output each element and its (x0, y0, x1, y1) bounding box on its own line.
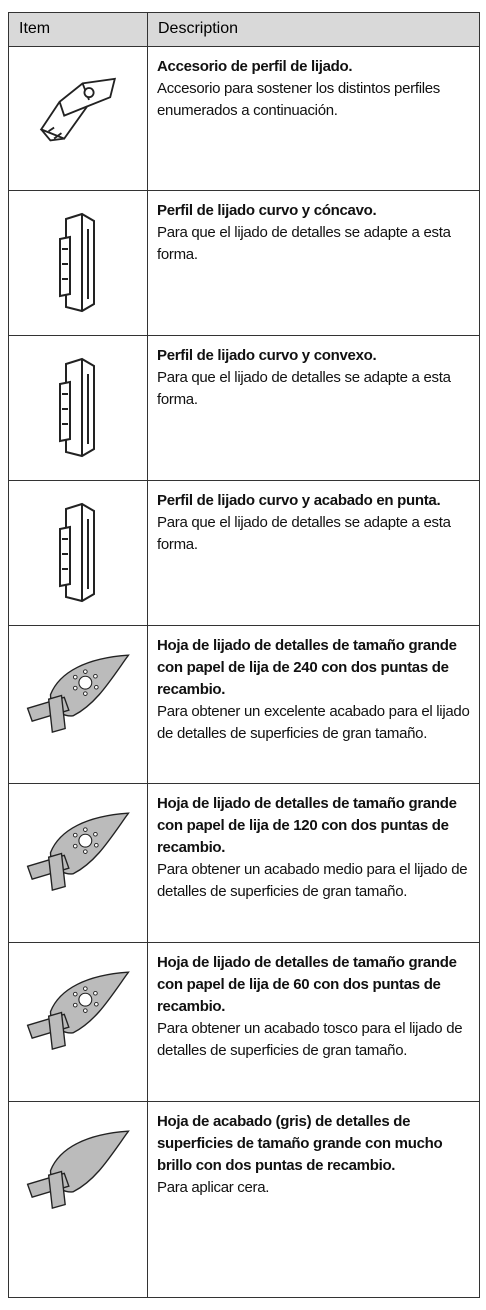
table-row: Perfil de lijado curvo y convexo. Para qu… (8, 335, 480, 481)
item-description: Accesorio para sostener los distintos pe… (157, 80, 441, 119)
item-cell (8, 783, 148, 943)
item-icon (26, 812, 130, 891)
column-header: Description (147, 12, 480, 47)
item-cell (8, 335, 148, 481)
icon-part (26, 1130, 130, 1209)
table-row: Hoja de lijado de detalles de tamaño gra… (8, 942, 480, 1102)
header-row: Item Description (8, 12, 480, 47)
icon-part (26, 812, 130, 891)
description-cell: Hoja de acabado (gris) de detalles de su… (147, 1101, 480, 1298)
description-cell: Perfil de lijado curvo y convexo. Para qu… (147, 335, 480, 481)
item-cell (8, 625, 148, 784)
item-description: Para que el lijado de detalles se adapte… (157, 514, 451, 553)
item-icon (59, 213, 95, 312)
item-title: Hoja de lijado de detalles de tamaño gra… (157, 637, 457, 698)
item-cell (8, 942, 148, 1102)
description-cell: Perfil de lijado curvo y acabado en punt… (147, 480, 480, 626)
item-title: Perfil de lijado curvo y cóncavo. (157, 202, 377, 219)
item-icon (59, 503, 95, 602)
item-description: Para aplicar cera. (157, 1179, 270, 1196)
item-cell (8, 46, 148, 191)
item-icon (26, 1130, 130, 1209)
table-row: Perfil de lijado curvo y cóncavo. Para qu… (8, 190, 480, 336)
icon-part (40, 77, 116, 142)
accessory-table: Item Description Accesorio de perfil de … (8, 12, 480, 1298)
item-title: Perfil de lijado curvo y acabado en punt… (157, 492, 441, 509)
item-icon (26, 654, 130, 733)
table-body: Accesorio de perfil de lijado. Accesorio … (8, 46, 480, 1298)
table-row: Hoja de acabado (gris) de detalles de su… (8, 1101, 480, 1298)
item-cell (8, 1101, 148, 1298)
table-row: Perfil de lijado curvo y acabado en punt… (8, 480, 480, 626)
description-cell: Hoja de lijado de detalles de tamaño gra… (147, 783, 480, 943)
icon-part (26, 654, 130, 733)
item-description: Para obtener un excelente acabado para e… (157, 703, 470, 742)
item-title: Hoja de acabado (gris) de detalles de su… (157, 1113, 443, 1174)
description-cell: Hoja de lijado de detalles de tamaño gra… (147, 625, 480, 784)
icon-part (59, 358, 95, 457)
item-description: Para que el lijado de detalles se adapte… (157, 369, 451, 408)
table-row: Hoja de lijado de detalles de tamaño gra… (8, 625, 480, 784)
column-header: Item (8, 12, 148, 47)
item-description: Para obtener un acabado tosco para el li… (157, 1020, 463, 1059)
item-title: Hoja de lijado de detalles de tamaño gra… (157, 795, 457, 856)
item-icon (40, 77, 116, 142)
item-title: Hoja de lijado de detalles de tamaño gra… (157, 954, 457, 1015)
description-cell: Hoja de lijado de detalles de tamaño gra… (147, 942, 480, 1102)
item-title: Perfil de lijado curvo y convexo. (157, 347, 377, 364)
item-cell (8, 190, 148, 336)
icon-part (59, 213, 95, 312)
item-description: Para que el lijado de detalles se adapte… (157, 224, 451, 263)
icon-part (59, 503, 95, 602)
table-row: Accesorio de perfil de lijado. Accesorio … (8, 46, 480, 191)
table-row: Hoja de lijado de detalles de tamaño gra… (8, 783, 480, 943)
item-title: Accesorio de perfil de lijado. (157, 58, 353, 75)
item-icon (59, 358, 95, 457)
description-cell: Accesorio de perfil de lijado. Accesorio … (147, 46, 480, 191)
item-icon (26, 971, 130, 1050)
icon-part (26, 971, 130, 1050)
item-description: Para obtener un acabado medio para el li… (157, 861, 468, 900)
description-cell: Perfil de lijado curvo y cóncavo. Para qu… (147, 190, 480, 336)
item-cell (8, 480, 148, 626)
